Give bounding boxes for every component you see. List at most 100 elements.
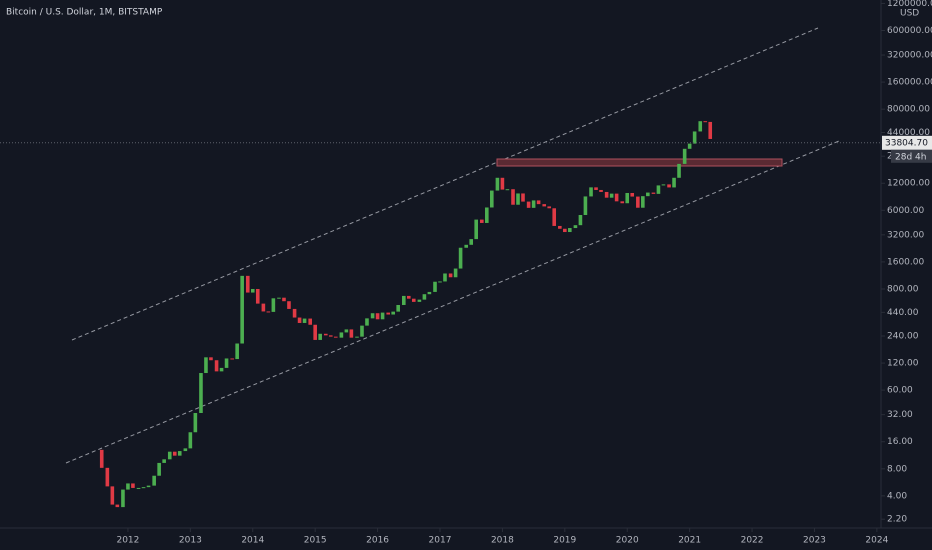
y-tick-label: 160000.00 <box>887 78 932 88</box>
candle-body <box>209 357 213 361</box>
candle-body <box>328 335 333 337</box>
candle-body <box>183 448 188 452</box>
candle-body <box>583 196 588 216</box>
countdown-label: 28d 4h <box>895 152 926 162</box>
x-tick-label: 2023 <box>803 536 826 546</box>
y-tick-label: 240.00 <box>887 331 919 341</box>
candle-body <box>511 189 515 205</box>
candle-body <box>609 193 614 198</box>
y-tick-label: 12000.00 <box>887 179 930 189</box>
y-tick-label: 8.00 <box>887 464 907 474</box>
candle-body <box>558 225 562 229</box>
x-tick-label: 2015 <box>304 536 327 546</box>
chart-title: Bitcoin / U.S. Dollar, 1M, BITSTAMP <box>6 8 163 18</box>
candle-body <box>692 131 697 144</box>
y-tick-label: 16.00 <box>887 437 913 447</box>
candle-body <box>573 225 578 229</box>
candle-body <box>110 486 115 505</box>
candle-body <box>578 215 583 226</box>
candle-body <box>636 196 640 208</box>
candle-body <box>99 449 104 468</box>
candle-body <box>474 219 478 240</box>
resistance-zone <box>496 158 783 167</box>
last-price-box <box>882 135 932 150</box>
candle-body <box>235 343 239 360</box>
candle-body <box>594 187 598 190</box>
candle-body <box>552 208 557 226</box>
candle-body <box>188 432 193 449</box>
candle-body <box>443 273 447 282</box>
candle-body <box>438 281 442 283</box>
candle-body <box>282 297 286 302</box>
candle-body <box>433 281 437 292</box>
candle-body <box>391 311 395 315</box>
candle-body <box>396 304 400 312</box>
candle-body <box>199 373 203 414</box>
candle-body <box>318 333 322 340</box>
y-tick-label: 44000.00 <box>887 128 930 138</box>
x-tick-label: 2024 <box>865 536 888 546</box>
candle-body <box>620 201 625 204</box>
y-tick-label: 6000.00 <box>887 206 924 216</box>
candle-body <box>224 358 229 368</box>
candle-body <box>505 189 510 191</box>
candle-body <box>547 206 552 209</box>
candle-body <box>339 332 344 338</box>
candle-body <box>375 313 380 320</box>
last-price-label: 33804.70 <box>885 138 928 148</box>
y-tick-label: 800.00 <box>887 284 919 294</box>
candle-body <box>386 312 390 315</box>
candle-body <box>105 467 110 487</box>
candle-body <box>365 318 369 326</box>
x-tick-label: 2012 <box>116 536 139 546</box>
candle-body <box>406 295 411 299</box>
candle-body <box>162 459 166 463</box>
candle-body <box>250 288 255 293</box>
candle-body <box>641 196 645 208</box>
candle-body <box>167 451 172 460</box>
candle-body <box>485 207 489 223</box>
candle-body <box>380 312 385 320</box>
candle-body <box>672 177 676 188</box>
candle-body <box>568 228 572 233</box>
candle-body <box>402 295 406 305</box>
candle-body <box>292 308 297 318</box>
candle-body <box>349 329 354 338</box>
candle-body <box>287 301 291 309</box>
candle-body <box>526 201 531 208</box>
candle-body <box>121 489 125 508</box>
candle-body <box>427 291 432 295</box>
candle-body <box>411 298 416 302</box>
countdown-box <box>891 149 932 163</box>
candle-body <box>214 360 219 372</box>
candle-body <box>448 273 453 278</box>
candle-body <box>703 121 708 123</box>
x-tick-label: 2014 <box>241 536 264 546</box>
candle-body <box>177 451 182 456</box>
candle-body <box>458 247 463 269</box>
candle-body <box>604 191 609 198</box>
candle-body <box>355 336 359 338</box>
x-tick-label: 2018 <box>491 536 514 546</box>
candle-body <box>563 228 567 233</box>
candle-body <box>308 318 312 325</box>
candle-body <box>204 357 208 374</box>
candle-body <box>360 325 364 337</box>
candle-body <box>370 313 375 319</box>
candle-body <box>536 200 541 205</box>
candle-body <box>172 451 177 456</box>
candle-body <box>297 317 302 323</box>
y-tick-label: 60.00 <box>887 386 913 396</box>
y-tick-label: 1600.00 <box>887 257 924 267</box>
y-tick-label: 320000.00 <box>887 51 932 61</box>
x-tick-label: 2013 <box>179 536 202 546</box>
candle-body <box>136 487 141 489</box>
candle-body <box>271 298 276 312</box>
candle-body <box>126 483 130 490</box>
y-tick-label: 600000.00 <box>887 26 932 36</box>
candle-body <box>599 189 603 192</box>
candle-body <box>500 177 505 190</box>
y-tick-label: 1200000.00 <box>887 0 932 9</box>
candle-body <box>698 121 703 132</box>
